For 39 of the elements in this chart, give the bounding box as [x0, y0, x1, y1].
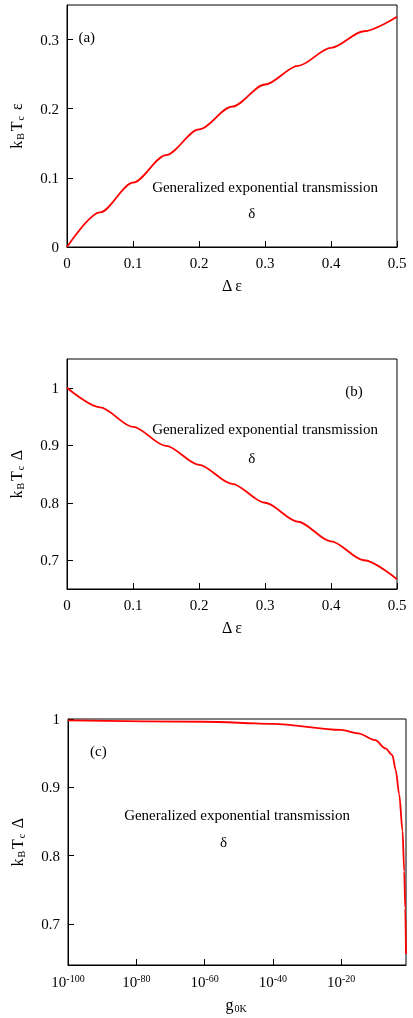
- line-series: [66, 386, 398, 581]
- x-tick-label: 0.4: [321, 254, 341, 271]
- x-tick-label: 0: [63, 254, 71, 271]
- y-tick-label: 0: [51, 239, 59, 255]
- x-axis-title: Δ ε: [221, 618, 243, 636]
- annotation: δ: [248, 205, 256, 222]
- y-tick-label: 0.1: [40, 169, 59, 186]
- x-tick-label: 0.3: [255, 254, 275, 271]
- annotation: (b): [345, 382, 363, 400]
- y-tick-label: 0.7: [40, 552, 60, 569]
- x-tick-label: 0: [63, 596, 71, 613]
- annotation: (a): [78, 28, 96, 46]
- y-tick-label: 0.8: [41, 847, 60, 864]
- annotation: δ: [219, 834, 228, 851]
- y-tick-label: 0.3: [40, 31, 59, 48]
- annotation: Generalized exponential transmission: [152, 178, 379, 195]
- x-tick-label: 0.3: [255, 596, 275, 613]
- annotation: (c): [90, 743, 107, 761]
- y-axis-title: kBTc Δ: [8, 817, 27, 867]
- x-tick-label: 0.2: [189, 254, 209, 271]
- x-tick-label: 0.1: [123, 254, 143, 271]
- y-tick-label: 0.9: [40, 437, 59, 454]
- annotation: δ: [248, 450, 256, 467]
- y-tick-label: 0.9: [41, 779, 60, 796]
- x-tick-label: 0.5: [387, 254, 407, 271]
- x-axis-title: Δ ε: [221, 276, 243, 294]
- x-tick-label: 0.1: [123, 596, 143, 613]
- y-tick-label: 0.8: [40, 494, 59, 511]
- x-tick-label: 0.4: [321, 596, 341, 613]
- y-axis-title: kBTc Δ: [7, 449, 26, 499]
- y-tick-label: 0.7: [41, 916, 61, 932]
- annotation: Generalized exponential transmission: [124, 807, 351, 824]
- y-axis-title: kBTc ε: [7, 102, 26, 149]
- annotation: Generalized exponential transmission: [152, 421, 379, 438]
- y-tick-label: 1: [52, 711, 60, 727]
- y-tick-label: 0.2: [40, 100, 59, 117]
- x-tick-label: 0.2: [189, 596, 209, 613]
- y-tick-label: 1: [51, 379, 59, 396]
- x-tick-label: 0.5: [387, 596, 407, 613]
